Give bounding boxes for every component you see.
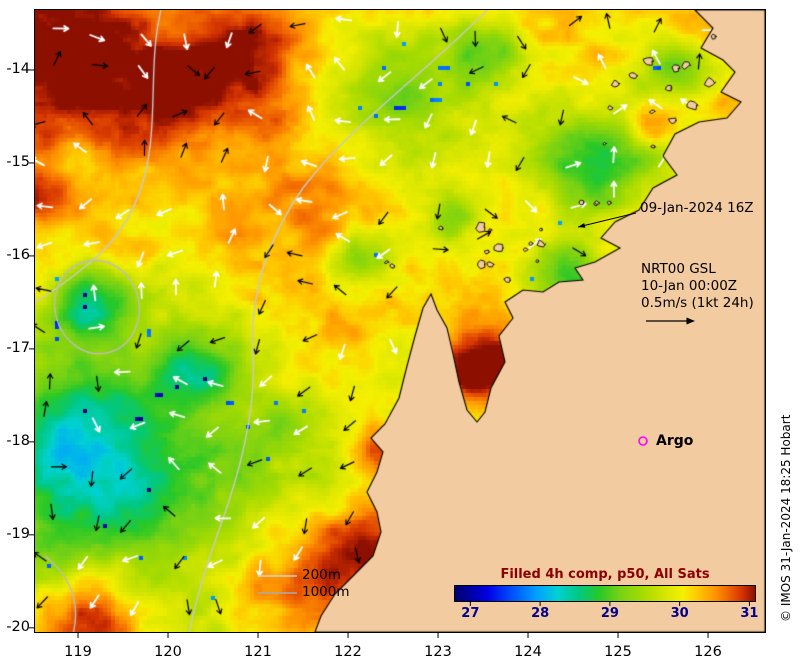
x-tick-label: 120 xyxy=(154,644,182,660)
x-tick-label: 126 xyxy=(694,644,722,660)
isobath-200-label: 200m xyxy=(302,567,341,583)
colorbar-tick-label: 30 xyxy=(670,606,689,621)
x-tick-label: 123 xyxy=(424,644,452,660)
x-tick-label: 125 xyxy=(604,644,632,660)
y-tick-label: -17 xyxy=(6,339,30,356)
isobath-1000-label: 1000m xyxy=(302,584,350,600)
obs-time-label: 09-Jan-2024 16Z xyxy=(640,200,754,216)
credit-text: © IMOS 31-Jan-2024 18:25 Hobart xyxy=(779,414,793,622)
colorbar-tick-label: 27 xyxy=(461,606,480,621)
colorbar-tick-label: 28 xyxy=(531,606,550,621)
current-legend-scale: 0.5m/s (1kt 24h) xyxy=(641,295,754,311)
argo-label: Argo xyxy=(656,433,694,449)
x-tick-label: 124 xyxy=(514,644,542,660)
y-tick-label: -18 xyxy=(6,432,30,449)
y-tick-label: -15 xyxy=(6,153,30,170)
colorbar-gradient xyxy=(454,585,756,602)
x-tick-label: 122 xyxy=(334,644,362,660)
y-tick-label: -20 xyxy=(6,618,30,635)
x-tick-label: 121 xyxy=(244,644,272,660)
current-legend: NRT00 GSL 10-Jan 00:00Z 0.5m/s (1kt 24h) xyxy=(641,261,754,312)
isobath-legend: 200m 1000m xyxy=(302,567,350,601)
current-legend-title: NRT00 GSL xyxy=(641,261,716,277)
sst-map-canvas xyxy=(35,10,765,632)
current-legend-time: 10-Jan 00:00Z xyxy=(641,278,738,294)
y-tick-label: -16 xyxy=(6,246,30,263)
colorbar-tick-label: 31 xyxy=(740,606,759,621)
x-tick-label: 119 xyxy=(64,644,92,660)
y-tick-label: -19 xyxy=(6,525,30,542)
colorbar-title: Filled 4h comp, p50, All Sats xyxy=(500,567,710,582)
colorbar-tick-label: 29 xyxy=(600,606,619,621)
y-tick-label: -14 xyxy=(6,60,30,77)
